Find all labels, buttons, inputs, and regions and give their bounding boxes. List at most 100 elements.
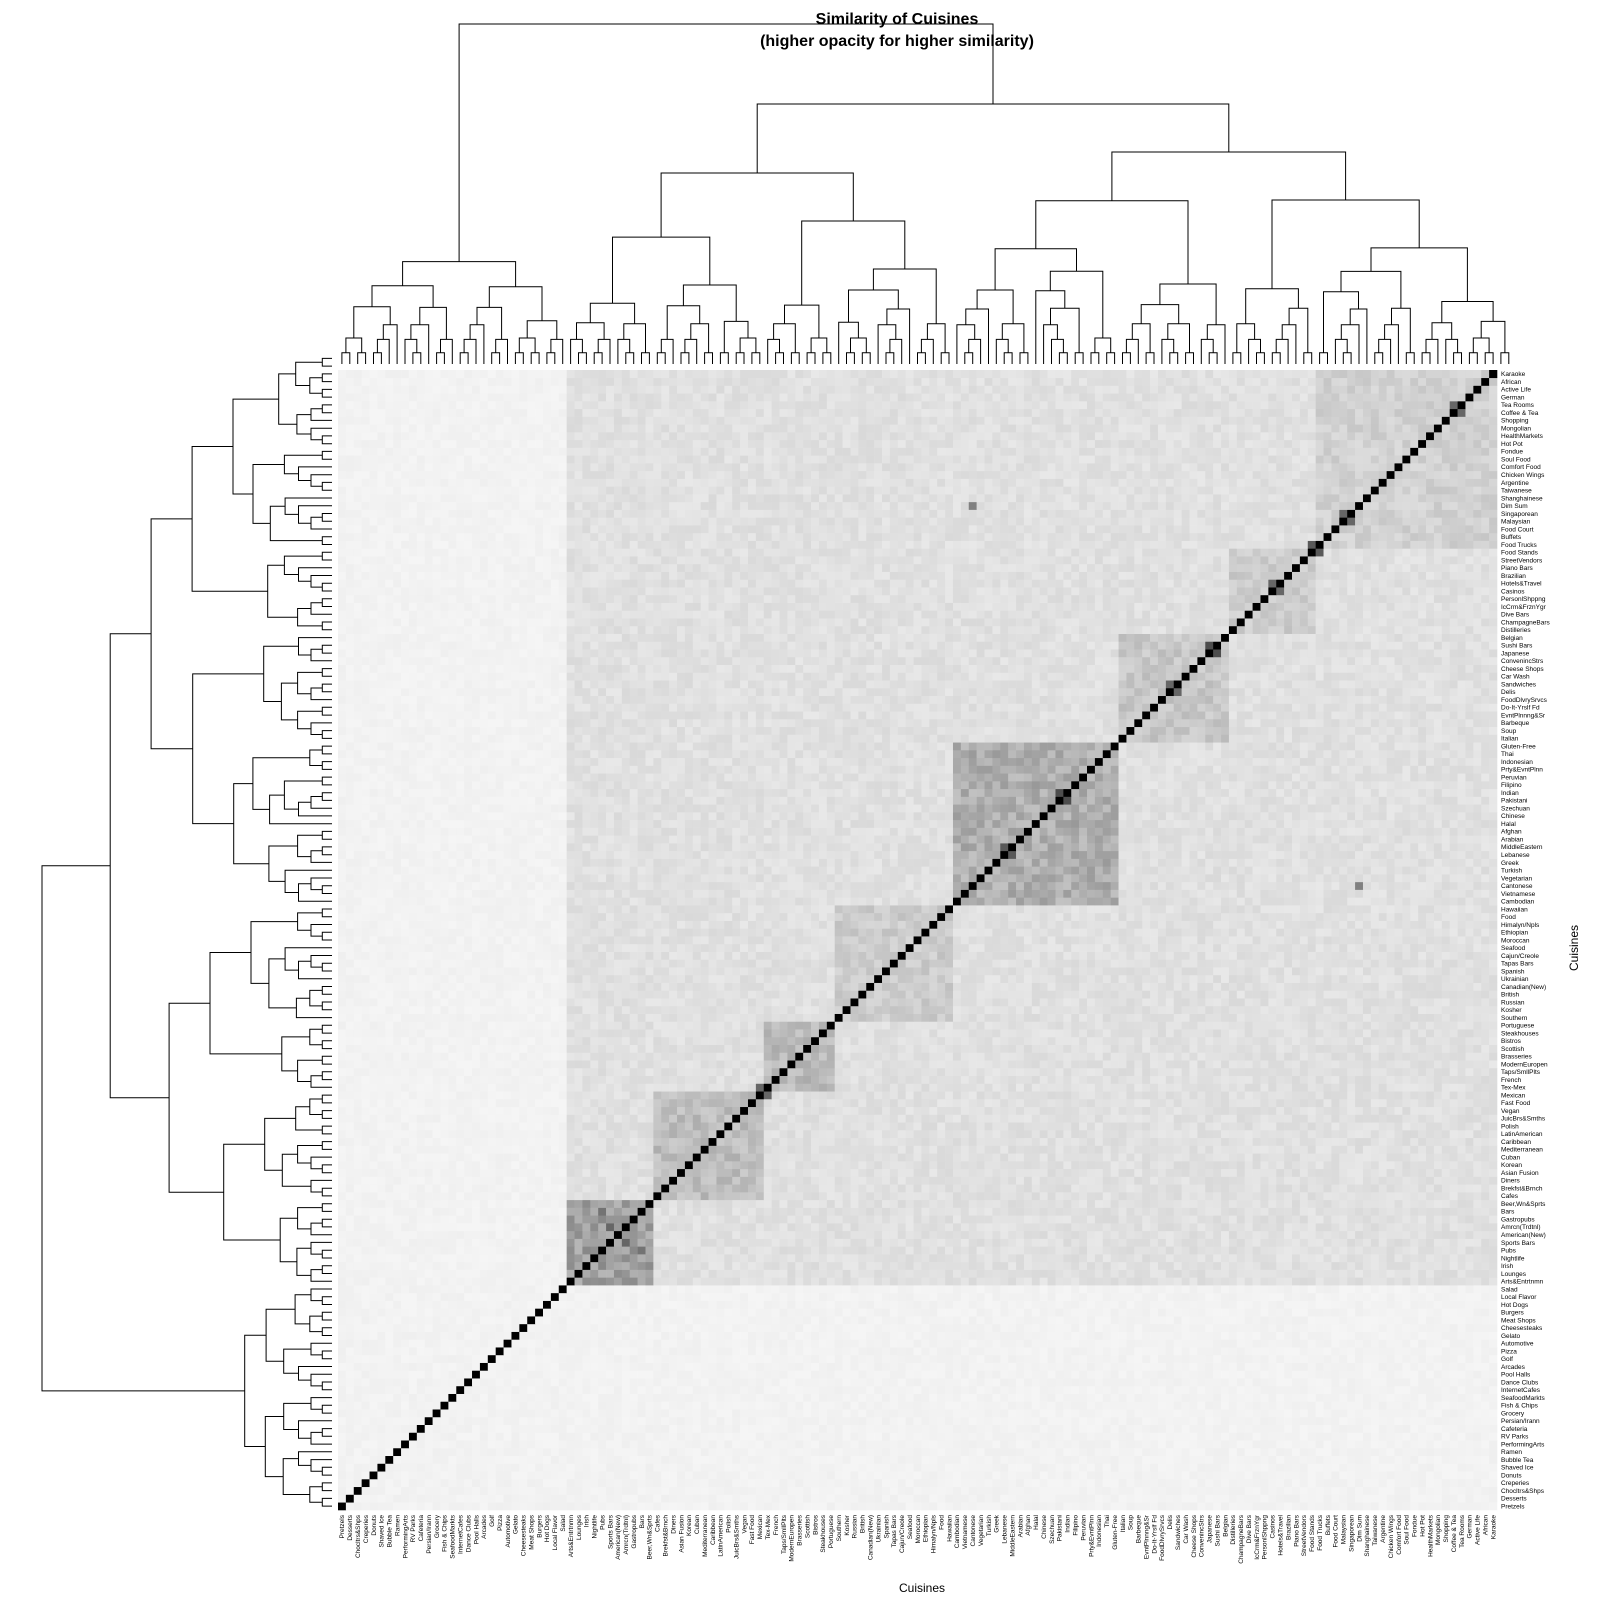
heatmap-cell: [1016, 1262, 1024, 1270]
heatmap-cell: [630, 1339, 638, 1347]
heatmap-cell: [362, 1293, 370, 1301]
heatmap-cell: [1268, 1270, 1276, 1278]
heatmap-cell: [1371, 1332, 1379, 1340]
heatmap-cell: [456, 1363, 464, 1371]
heatmap-cell: [456, 1378, 464, 1386]
heatmap-cell: [1142, 1463, 1150, 1471]
heatmap-cell: [795, 1339, 803, 1347]
heatmap-cell: [606, 1262, 614, 1270]
heatmap-cell: [937, 1487, 945, 1495]
heatmap-cell: [535, 1502, 543, 1510]
heatmap-cell: [575, 1448, 583, 1456]
heatmap-cell: [748, 1293, 756, 1301]
heatmap-cell: [346, 1502, 354, 1510]
heatmap-cell: [1229, 1301, 1237, 1309]
heatmap-cell: [425, 1316, 433, 1324]
heatmap-cell: [377, 1417, 385, 1425]
heatmap-cell: [953, 1502, 961, 1510]
heatmap-cell: [795, 1401, 803, 1409]
heatmap-cell: [961, 1370, 969, 1378]
row-dendrogram-branch: [311, 1270, 332, 1282]
heatmap-cell: [843, 1355, 851, 1363]
heatmap-cell: [582, 1316, 590, 1324]
heatmap-cell: [448, 1409, 456, 1417]
heatmap-cell: [1055, 1285, 1063, 1293]
heatmap-cell: [1048, 1339, 1056, 1347]
heatmap-cell: [377, 1440, 385, 1448]
heatmap-cell: [850, 1386, 858, 1394]
heatmap-cell: [914, 1324, 922, 1332]
row-dendrogram-branch: [322, 1041, 332, 1049]
heatmap-cell: [377, 1293, 385, 1301]
heatmap-cell: [1032, 1363, 1040, 1371]
heatmap-cell: [882, 1463, 890, 1471]
heatmap-cell: [385, 1425, 393, 1433]
heatmap-cell: [535, 1386, 543, 1394]
heatmap-cell: [433, 1471, 441, 1479]
heatmap-cell: [1237, 1270, 1245, 1278]
heatmap-cell: [630, 1487, 638, 1495]
heatmap-cell: [701, 1277, 709, 1285]
heatmap-cell: [370, 1487, 378, 1495]
heatmap-cell: [693, 1308, 701, 1316]
heatmap-cell: [1324, 1270, 1332, 1278]
heatmap-cell: [1387, 1463, 1395, 1471]
heatmap-cell: [448, 1316, 456, 1324]
heatmap-cell: [1245, 1386, 1253, 1394]
heatmap-cell: [1442, 1339, 1450, 1347]
heatmap-cell: [937, 1432, 945, 1440]
heatmap-cell: [1410, 1339, 1418, 1347]
column-dendrogram-branch: [383, 325, 397, 364]
heatmap-cell: [1489, 1440, 1497, 1448]
heatmap-cell: [606, 1332, 614, 1340]
heatmap-cell: [567, 1494, 575, 1502]
heatmap-cell: [835, 1417, 843, 1425]
heatmap-cell: [701, 1332, 709, 1340]
heatmap-cell: [850, 1339, 858, 1347]
heatmap-cell: [1111, 1285, 1119, 1293]
heatmap-cell: [843, 1394, 851, 1402]
heatmap-cell: [1284, 1285, 1292, 1293]
heatmap-cell: [874, 1401, 882, 1409]
heatmap-cell: [441, 1463, 449, 1471]
heatmap-cell: [866, 1308, 874, 1316]
heatmap-cell: [977, 1355, 985, 1363]
heatmap-cell: [716, 1332, 724, 1340]
heatmap-cell: [1055, 1332, 1063, 1340]
heatmap-cell: [795, 1502, 803, 1510]
heatmap-cell: [543, 1293, 551, 1301]
heatmap-cell: [590, 1440, 598, 1448]
heatmap-cell: [1237, 1324, 1245, 1332]
heatmap-cell: [567, 1277, 575, 1285]
heatmap-cell: [1190, 1285, 1198, 1293]
heatmap-cell: [1190, 1409, 1198, 1417]
heatmap-cell: [590, 1293, 598, 1301]
heatmap-cell: [614, 1448, 622, 1456]
heatmap-cell: [866, 1324, 874, 1332]
heatmap-cell: [472, 1293, 480, 1301]
heatmap-cell: [1190, 1432, 1198, 1440]
heatmap-cell: [921, 1270, 929, 1278]
heatmap-cell: [992, 1386, 1000, 1394]
heatmap-cell: [772, 1308, 780, 1316]
heatmap-cell: [685, 1440, 693, 1448]
heatmap-cell: [1489, 1409, 1497, 1417]
heatmap-cell: [1331, 1363, 1339, 1371]
heatmap-cell: [780, 1347, 788, 1355]
column-dendrogram-branch: [1469, 353, 1477, 364]
heatmap-cell: [1048, 1471, 1056, 1479]
heatmap-cell: [748, 1409, 756, 1417]
heatmap-cell: [638, 1308, 646, 1316]
heatmap-cell: [1024, 1386, 1032, 1394]
heatmap-cell: [377, 1463, 385, 1471]
heatmap-cell: [882, 1471, 890, 1479]
heatmap-cell: [1465, 1370, 1473, 1378]
heatmap-cell: [1316, 1316, 1324, 1324]
heatmap-cell: [1071, 1324, 1079, 1332]
heatmap-cell: [1205, 1487, 1213, 1495]
row-dendrogram-branch: [299, 467, 333, 481]
heatmap-cell: [1442, 1270, 1450, 1278]
heatmap-cell: [1126, 1347, 1134, 1355]
column-dendrogram-branch: [724, 321, 748, 352]
heatmap-cell: [756, 1316, 764, 1324]
